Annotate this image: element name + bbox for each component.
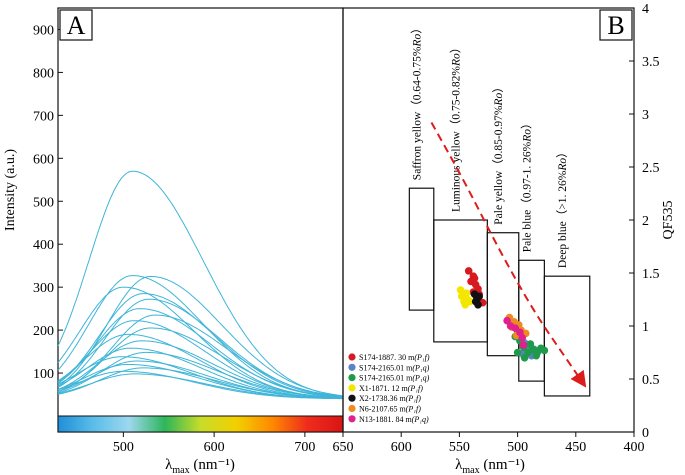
panel-a-x-label: λmax (nm⁻¹) bbox=[165, 457, 235, 475]
data-point bbox=[466, 297, 474, 306]
legend-marker bbox=[348, 374, 356, 382]
maturity-zone-box bbox=[433, 219, 488, 343]
maturity-zone-label: Pale yellow（0.85-0.97%Ro） bbox=[492, 81, 505, 224]
legend-marker bbox=[348, 353, 356, 361]
legend-entry: S174-2165.01 m(P₁q) bbox=[359, 374, 430, 383]
y-tick-label: 700 bbox=[33, 109, 54, 124]
intensity-curve bbox=[57, 314, 344, 397]
panel-b-x-label: λmax (nm⁻¹) bbox=[455, 457, 525, 475]
maturity-zone-box bbox=[543, 275, 591, 397]
x-tick-label: 500 bbox=[507, 440, 528, 455]
y-tick-label: 2.5 bbox=[642, 161, 660, 176]
y-tick-label: 500 bbox=[33, 195, 54, 210]
y-tick-label: 1 bbox=[642, 320, 649, 335]
legend-entry: S174-1887. 30 m(P₁f) bbox=[359, 353, 430, 362]
scatter-points bbox=[456, 267, 549, 362]
x-tick-label: 600 bbox=[391, 440, 412, 455]
legend-entry: X1-1871. 12 m(P₁f) bbox=[359, 384, 423, 393]
data-point bbox=[520, 354, 529, 362]
data-point bbox=[518, 333, 527, 342]
panel-a-frame bbox=[57, 7, 344, 433]
data-point bbox=[464, 267, 473, 275]
panel-b-x-axis: 650 600 550 500 450 400 bbox=[333, 432, 645, 455]
panel-b: Saffron yellow（0.64-0.75%Ro） Luminous yel… bbox=[333, 2, 677, 475]
legend-entry: S174-2165.01 m(P₁q) bbox=[359, 363, 430, 372]
x-tick-label: 500 bbox=[113, 440, 134, 455]
intensity-curve bbox=[57, 367, 343, 399]
legend-marker bbox=[348, 404, 356, 413]
x-tick-label: 600 bbox=[204, 440, 225, 455]
panel-a-x-axis: 500 600 700 bbox=[113, 432, 315, 455]
panel-b-y-label: QF535 bbox=[661, 201, 676, 240]
y-tick-label: 1.5 bbox=[642, 267, 660, 282]
y-tick-label: 3.5 bbox=[642, 55, 660, 70]
y-tick-label: 0 bbox=[642, 426, 649, 441]
legend-marker bbox=[348, 363, 356, 371]
maturity-zone-label: Luminous yellow（0.75-0.82%Ro） bbox=[450, 42, 463, 212]
panel-b-y-axis: 0.5 1 1.5 2 2.5 3 3.5 4 0 bbox=[629, 2, 660, 441]
panel-a-label-box bbox=[59, 9, 93, 41]
spectrum-colorbar bbox=[57, 415, 344, 433]
maturity-trend-arrow bbox=[430, 121, 587, 388]
legend-marker bbox=[348, 415, 356, 423]
data-point bbox=[519, 341, 528, 349]
data-point bbox=[474, 301, 482, 309]
x-tick-label: 650 bbox=[333, 440, 354, 455]
maturity-zone-label: Saffron yellow（0.64-0.75%Ro） bbox=[411, 22, 424, 180]
y-tick-label: 200 bbox=[33, 324, 54, 339]
x-tick-label: 550 bbox=[449, 440, 470, 455]
legend: S174-1887. 30 m(P₁f)S174-2165.01 m(P₁q)S… bbox=[348, 353, 430, 424]
data-point bbox=[462, 289, 471, 297]
y-tick-label: 2 bbox=[642, 214, 649, 229]
y-tick-label: 4 bbox=[642, 2, 649, 17]
data-point bbox=[513, 348, 522, 357]
data-point bbox=[532, 351, 541, 360]
legend-marker bbox=[348, 394, 356, 402]
y-tick-label: 600 bbox=[33, 152, 54, 167]
intensity-curve bbox=[57, 308, 344, 398]
y-tick-label: 400 bbox=[33, 238, 54, 253]
data-point bbox=[456, 286, 465, 294]
panel-b-label: B bbox=[607, 11, 624, 40]
y-tick-label: 100 bbox=[33, 367, 54, 382]
data-point bbox=[470, 274, 479, 283]
maturity-zone-label: Deep blue（>1. 26%Ro） bbox=[556, 146, 569, 268]
intensity-curve bbox=[57, 170, 344, 397]
intensity-curve bbox=[57, 373, 343, 399]
x-tick-label: 400 bbox=[624, 440, 645, 455]
panel-a-label: A bbox=[67, 11, 86, 40]
data-point bbox=[540, 346, 549, 355]
x-tick-label: 700 bbox=[294, 440, 315, 455]
x-tick-label: 450 bbox=[565, 440, 586, 455]
y-tick-label: 0.5 bbox=[642, 373, 660, 388]
legend-entry: N6-2107.65 m(P₁f) bbox=[359, 405, 421, 414]
panel-a-y-label: Intensity (a.u.) bbox=[3, 149, 18, 231]
legend-entry: X2-1738.36 m(P₁f) bbox=[359, 394, 421, 403]
y-tick-label: 3 bbox=[642, 108, 649, 123]
intensity-curves bbox=[57, 170, 344, 400]
data-point bbox=[526, 340, 535, 348]
panel-b-label-box bbox=[599, 9, 633, 41]
maturity-zones: Saffron yellow（0.64-0.75%Ro） Luminous yel… bbox=[408, 22, 591, 397]
panel-a-y-axis: 100 200 300 400 500 600 700 800 900 bbox=[33, 23, 63, 382]
y-tick-label: 900 bbox=[33, 23, 54, 38]
legend-entry: N13-1881. 84 m(P₁q) bbox=[359, 415, 429, 424]
y-tick-label: 300 bbox=[33, 281, 54, 296]
legend-marker bbox=[348, 384, 356, 392]
maturity-zone-label: Pale blue（0.97-1. 26%Ro） bbox=[521, 117, 534, 252]
intensity-curve bbox=[57, 333, 344, 399]
y-tick-label: 800 bbox=[33, 66, 54, 81]
maturity-zone-box bbox=[408, 187, 435, 311]
